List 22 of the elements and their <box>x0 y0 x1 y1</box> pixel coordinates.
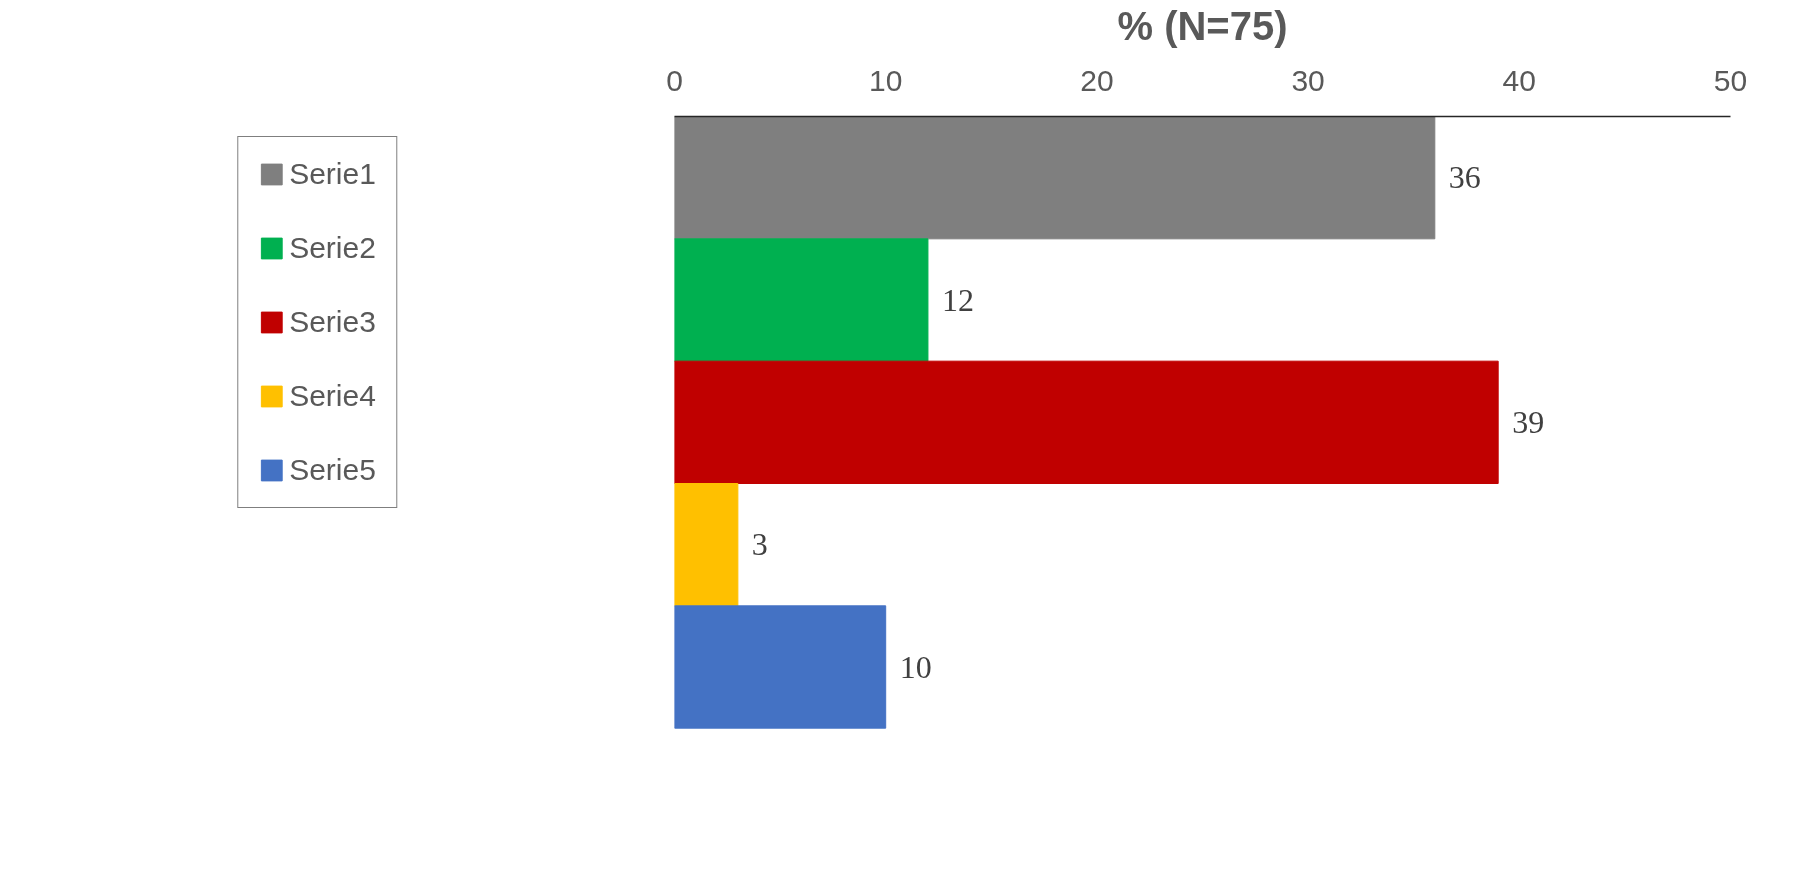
bar <box>674 238 929 362</box>
bar <box>674 116 1436 240</box>
bar <box>674 360 1499 484</box>
legend-label: Serie4 <box>289 379 376 413</box>
legend-label: Serie2 <box>289 231 376 265</box>
x-tick-label: 0 <box>666 63 683 97</box>
bar <box>674 605 887 729</box>
legend-label: Serie5 <box>289 453 376 487</box>
data-label: 36 <box>1448 159 1481 196</box>
data-label: 3 <box>751 526 768 563</box>
data-label: 12 <box>941 281 974 318</box>
legend-label: Serie1 <box>289 157 376 191</box>
data-label: 10 <box>899 648 932 685</box>
x-tick-label: 50 <box>1713 63 1748 97</box>
legend-label: Serie3 <box>289 305 376 339</box>
x-tick-label: 20 <box>1080 63 1114 97</box>
x-tick-label: 30 <box>1291 63 1325 97</box>
data-label: 39 <box>1512 403 1545 440</box>
bar <box>674 483 739 607</box>
x-tick-label: 40 <box>1502 63 1536 97</box>
x-tick-label: 10 <box>869 63 903 97</box>
x-axis-title: % (N=75) <box>1117 3 1288 48</box>
